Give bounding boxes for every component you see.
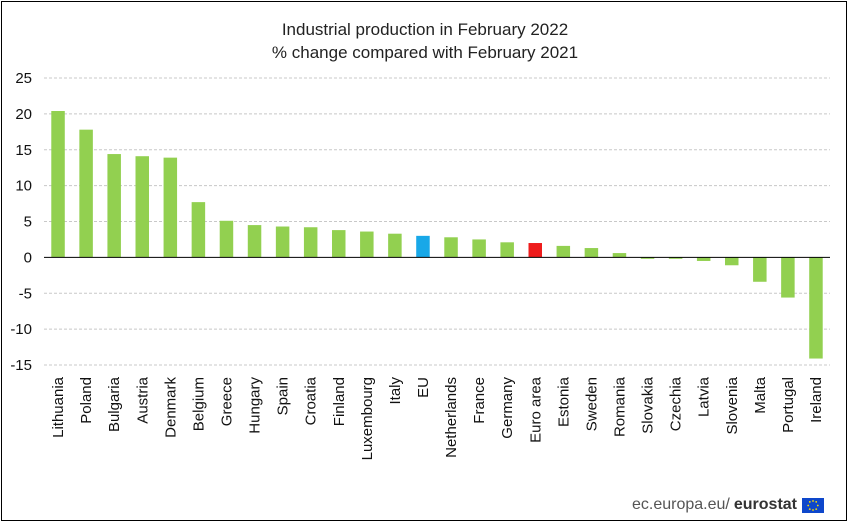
bars bbox=[44, 111, 830, 359]
x-tick-label: Croatia bbox=[303, 376, 320, 425]
source-brand: eurostat bbox=[733, 496, 797, 513]
x-tick-label: France bbox=[471, 377, 488, 424]
source-site: ec.europa.eu/ bbox=[632, 496, 730, 513]
x-tick-label: EU bbox=[415, 377, 432, 398]
x-tick-label: Slovenia bbox=[724, 376, 741, 434]
y-tick-label: 0 bbox=[24, 249, 32, 266]
x-tick-label: Czechia bbox=[668, 376, 685, 431]
bar-eu bbox=[416, 235, 430, 258]
x-tick-label: Finland bbox=[331, 377, 348, 426]
bar-euro-area bbox=[528, 243, 542, 258]
bar-latvia bbox=[696, 257, 711, 261]
bar-slovakia bbox=[640, 257, 655, 259]
x-tick-label: Latvia bbox=[696, 376, 713, 417]
x-tick-label: Spain bbox=[275, 377, 292, 415]
bar-netherlands bbox=[444, 237, 458, 258]
y-tick-label: 10 bbox=[15, 178, 32, 195]
x-tick-label: Austria bbox=[134, 376, 151, 423]
y-tick-label: 20 bbox=[15, 106, 32, 123]
y-tick-label: -5 bbox=[19, 285, 32, 302]
bar-belgium bbox=[191, 202, 206, 258]
chart-title: Industrial production in February 2022 bbox=[282, 20, 568, 39]
bar-malta bbox=[753, 257, 767, 282]
y-tick-label: -10 bbox=[10, 321, 32, 338]
bar-luxembourg bbox=[360, 231, 374, 258]
bar-portugal bbox=[781, 257, 795, 298]
eu-flag-icon bbox=[802, 497, 824, 513]
x-axis: Lithuania Poland Bulgaria Austria Denmark Bel… bbox=[50, 376, 825, 460]
x-tick-label: Hungary bbox=[247, 377, 264, 434]
y-tick-label: 25 bbox=[15, 70, 32, 87]
bar-croatia bbox=[303, 227, 318, 258]
y-axis: 25 20 15 10 5 0 -5 -10 -15 bbox=[10, 70, 32, 374]
x-tick-label: Malta bbox=[752, 376, 769, 413]
x-tick-label: Luxembourg bbox=[359, 377, 376, 460]
bar-ireland bbox=[809, 257, 823, 359]
x-tick-label: Germany bbox=[499, 377, 516, 439]
x-tick-label: Belgium bbox=[190, 377, 207, 431]
x-tick-label: Romania bbox=[611, 376, 628, 437]
bar-hungary bbox=[247, 225, 262, 258]
bar-estonia bbox=[556, 245, 571, 258]
bar-france bbox=[472, 239, 486, 258]
x-tick-label: Denmark bbox=[162, 377, 179, 438]
x-tick-label: Portugal bbox=[780, 377, 797, 433]
chart-subtitle: % change compared with February 2021 bbox=[272, 43, 578, 62]
x-tick-label: Slovakia bbox=[640, 376, 657, 433]
gridlines bbox=[44, 77, 830, 366]
bar-sweden bbox=[584, 248, 599, 258]
source-footer: ec.europa.eu/eurostat bbox=[632, 496, 824, 514]
bar-slovenia bbox=[725, 257, 739, 266]
y-tick-label: -15 bbox=[10, 357, 32, 374]
bar-romania bbox=[612, 253, 627, 258]
bar-finland bbox=[332, 230, 346, 258]
y-tick-label: 5 bbox=[24, 214, 32, 231]
bar-bulgaria bbox=[107, 154, 121, 258]
bar-poland bbox=[79, 129, 93, 258]
x-tick-label: Poland bbox=[78, 377, 95, 424]
x-tick-label: Greece bbox=[218, 377, 235, 426]
bar-czechia bbox=[668, 257, 683, 259]
x-tick-label: Ireland bbox=[808, 377, 825, 423]
x-tick-label: Netherlands bbox=[443, 377, 460, 458]
bar-lithuania bbox=[51, 111, 65, 258]
bar-denmark bbox=[163, 157, 178, 258]
bar-germany bbox=[500, 242, 514, 258]
x-tick-label: Lithuania bbox=[50, 376, 67, 438]
x-tick-label: Estonia bbox=[555, 376, 572, 427]
x-tick-label: Sweden bbox=[583, 377, 600, 431]
bar-austria bbox=[135, 156, 149, 258]
bar-italy bbox=[388, 233, 402, 258]
bar-greece bbox=[219, 220, 234, 258]
x-tick-label: Italy bbox=[387, 377, 404, 405]
x-tick-label: Bulgaria bbox=[106, 376, 123, 432]
y-tick-label: 15 bbox=[15, 142, 32, 159]
x-tick-label: Euro area bbox=[527, 376, 544, 443]
bar-spain bbox=[275, 226, 290, 258]
